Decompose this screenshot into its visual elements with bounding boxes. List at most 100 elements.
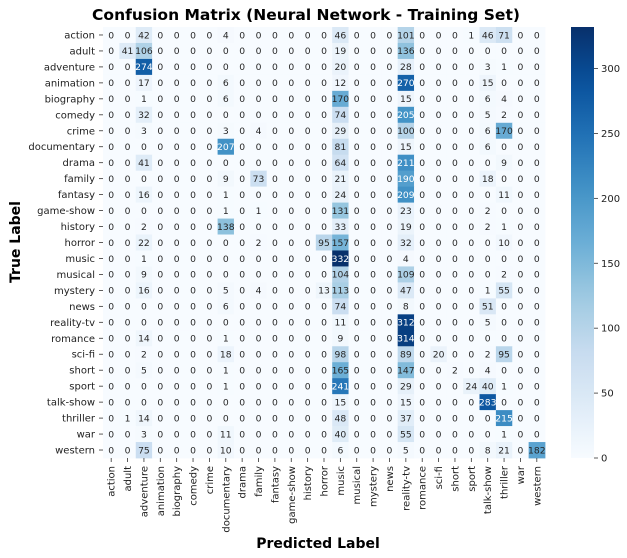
heatmap-cell <box>135 362 153 379</box>
heatmap-cell <box>266 394 284 411</box>
x-tick-label: reality-tv <box>401 466 412 511</box>
cell-value: 0 <box>288 62 294 73</box>
heatmap-cell <box>283 27 300 44</box>
cell-value: 0 <box>239 318 245 329</box>
heatmap-cell <box>217 330 235 347</box>
heatmap-cell <box>512 138 530 156</box>
heatmap-cell <box>528 282 546 299</box>
cell-value: 0 <box>206 302 212 313</box>
heatmap-cell <box>152 90 169 108</box>
cell-value: 0 <box>125 62 131 73</box>
heatmap-cell <box>479 314 497 331</box>
cell-value: 0 <box>419 46 425 57</box>
cell-value: 0 <box>501 366 507 377</box>
cell-value: 0 <box>288 254 294 265</box>
heatmap-cell <box>103 218 120 235</box>
cell-value: 0 <box>468 429 474 440</box>
cell-value: 0 <box>305 222 311 233</box>
cell-value: 0 <box>239 302 245 313</box>
y-tick-label: music <box>65 254 95 265</box>
cell-value: 0 <box>174 302 180 313</box>
cell-value: 0 <box>190 46 196 57</box>
heatmap-cell <box>348 186 366 203</box>
heatmap-cell <box>397 138 415 156</box>
heatmap-cell <box>479 250 497 267</box>
cell-value: 0 <box>108 158 114 169</box>
cell-value: 0 <box>174 445 180 456</box>
cell-value: 0 <box>272 397 278 408</box>
cell-value: 165 <box>332 366 350 377</box>
heatmap-cell <box>283 90 300 108</box>
heatmap-cell <box>250 330 268 347</box>
cell-value: 0 <box>141 142 147 153</box>
cell-value: 0 <box>108 270 114 281</box>
cell-value: 10 <box>498 238 510 249</box>
cell-value: 0 <box>206 445 212 456</box>
y-tick-label: family <box>64 174 95 185</box>
cell-value: 0 <box>239 254 245 265</box>
heatmap-cell <box>103 170 120 188</box>
cell-value: 0 <box>501 254 507 265</box>
cell-value: 0 <box>387 62 393 73</box>
cell-value: 0 <box>157 270 163 281</box>
heatmap-cell <box>479 234 497 251</box>
cell-value: 0 <box>518 334 524 345</box>
heatmap-cell <box>528 106 546 124</box>
cell-value: 0 <box>534 334 540 345</box>
cell-value: 0 <box>157 158 163 169</box>
cell-value: 0 <box>174 142 180 153</box>
cell-value: 0 <box>501 142 507 153</box>
heatmap-cell <box>446 330 464 347</box>
cell-value: 0 <box>125 158 131 169</box>
heatmap-cell <box>512 58 530 76</box>
heatmap-cell <box>135 346 153 363</box>
cell-value: 0 <box>419 429 425 440</box>
cell-value: 0 <box>468 174 474 185</box>
heatmap-cell <box>201 442 218 459</box>
cell-value: 0 <box>239 366 245 377</box>
cell-value: 0 <box>288 350 294 361</box>
heatmap-cell <box>397 298 415 315</box>
heatmap-cell <box>446 410 464 427</box>
cell-value: 0 <box>272 94 278 105</box>
heatmap-cell <box>463 218 480 235</box>
cell-value: 5 <box>485 318 491 329</box>
heatmap-cell <box>201 106 218 124</box>
cell-value: 0 <box>419 94 425 105</box>
cell-value: 2 <box>141 350 147 361</box>
cell-value: 0 <box>534 94 540 105</box>
heatmap-cell <box>233 314 251 331</box>
heatmap-cell <box>315 426 333 443</box>
heatmap-cell <box>299 362 317 379</box>
heatmap-cell <box>463 298 480 315</box>
heatmap-cell <box>495 346 513 363</box>
heatmap-cell <box>184 170 202 188</box>
cell-value: 0 <box>190 142 196 153</box>
heatmap-cell <box>119 282 137 299</box>
cell-value: 2 <box>256 238 262 249</box>
heatmap-cell <box>283 346 300 363</box>
cell-value: 0 <box>108 238 114 249</box>
heatmap-cell <box>348 378 366 395</box>
cell-value: 0 <box>419 142 425 153</box>
cell-value: 0 <box>190 78 196 89</box>
cell-value: 0 <box>190 302 196 313</box>
cell-value: 0 <box>190 62 196 73</box>
heatmap-cell <box>315 27 333 44</box>
cell-value: 0 <box>518 30 524 41</box>
heatmap-cell <box>430 106 448 124</box>
heatmap-cell <box>266 314 284 331</box>
heatmap-cell <box>364 378 382 395</box>
cell-value: 0 <box>305 302 311 313</box>
cell-value: 0 <box>272 126 278 137</box>
cell-value: 0 <box>288 190 294 201</box>
cell-value: 0 <box>125 318 131 329</box>
heatmap-cell <box>266 234 284 251</box>
cell-value: 0 <box>452 238 458 249</box>
cell-value: 0 <box>206 206 212 217</box>
cell-value: 0 <box>108 318 114 329</box>
cell-value: 0 <box>518 350 524 361</box>
heatmap-cell <box>103 394 120 411</box>
heatmap-cell <box>283 202 300 219</box>
cell-value: 0 <box>206 94 212 105</box>
